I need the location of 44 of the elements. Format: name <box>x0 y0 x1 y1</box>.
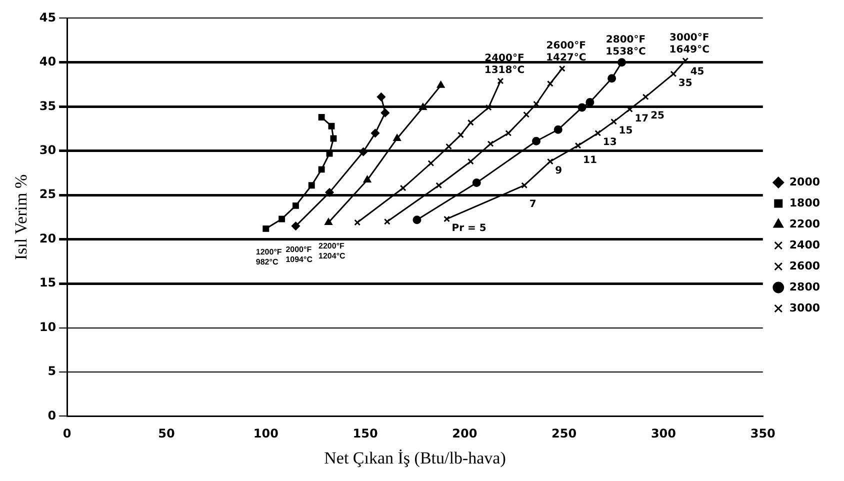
annotation: 2200°F 1204°C <box>318 242 346 261</box>
annotation: 13 <box>602 137 617 148</box>
legend-label: 2000 <box>789 175 820 188</box>
y-tick-label: 0 <box>48 408 56 422</box>
legend-label: 3000 <box>789 301 820 314</box>
annotation: 45 <box>690 66 704 78</box>
annotation: 2000°F 1094°C <box>286 245 313 264</box>
x-tick-label: 350 <box>750 426 776 441</box>
x-tick-label: 0 <box>62 426 72 441</box>
y-tick-label: 30 <box>39 142 56 157</box>
annotation: 9 <box>555 165 562 176</box>
annotation: 3000°F 1649°C <box>669 32 710 56</box>
annotation: 7 <box>529 199 536 210</box>
y-axis-title: Isıl Verim % <box>12 174 31 260</box>
annotation: 2600°F 1427°C <box>546 40 586 64</box>
annotation: 17 <box>634 113 649 124</box>
y-tick-label: 20 <box>39 231 56 246</box>
y-tick-label: 5 <box>48 364 56 378</box>
annotation: 25 <box>650 110 665 122</box>
y-tick-label: 10 <box>39 320 56 334</box>
y-tick-label: 40 <box>39 54 56 69</box>
y-tick-label: 45 <box>39 10 56 24</box>
annotation: 11 <box>583 154 597 166</box>
legend-label: 2800 <box>789 280 820 294</box>
x-tick-label: 100 <box>253 426 278 441</box>
annotation: Pr = 5 <box>452 222 486 234</box>
x-tick-label: 200 <box>452 426 478 441</box>
x-tick-label: 250 <box>552 426 577 441</box>
annotation: 15 <box>618 126 633 137</box>
x-axis-title: Net Çıkan İş (Btu/lb-hava) <box>324 448 506 468</box>
legend-label: 2600 <box>789 259 820 272</box>
y-tick-label: 35 <box>39 98 56 113</box>
annotation: 35 <box>678 78 692 89</box>
legend-label: 2400 <box>789 238 820 252</box>
x-tick-label: 150 <box>352 426 378 441</box>
x-tick-label: 50 <box>158 426 175 441</box>
legend-label: 2200 <box>789 217 820 230</box>
legend-label: 1800 <box>789 196 820 210</box>
x-tick-label: 300 <box>650 426 676 441</box>
y-tick-label: 25 <box>39 187 56 202</box>
annotation: 2800°F 1538°C <box>606 34 646 58</box>
annotation: 1200°F 982°C <box>256 248 282 267</box>
y-tick-label: 15 <box>39 276 56 290</box>
annotation: 2400°F 1318°C <box>484 52 525 76</box>
